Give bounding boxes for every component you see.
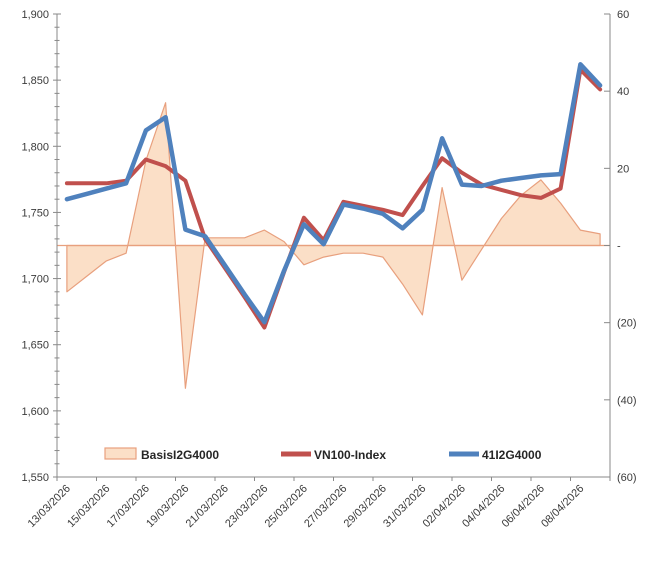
legend-item-basis: BasisI2G4000 xyxy=(104,447,219,462)
right-axis-label: (20) xyxy=(617,318,637,330)
left-axis-label: 1,800 xyxy=(21,141,49,153)
left-axis-label: 1,850 xyxy=(21,75,49,87)
legend-label-basis: BasisI2G4000 xyxy=(141,448,219,462)
basis-area-swatch xyxy=(105,448,136,459)
right-axis-label: 20 xyxy=(617,163,629,175)
futures-41i2g4000-line xyxy=(64,62,603,325)
legend-item-vn100: VN100-Index xyxy=(281,448,386,462)
legend-label-futures: 41I2G4000 xyxy=(482,448,542,462)
left-axis-label: 1,650 xyxy=(21,340,49,352)
legend: BasisI2G4000 VN100-Index 41I2G4000 xyxy=(104,447,542,462)
right-axis-label: 60 xyxy=(617,9,629,21)
left-axis-label: 1,750 xyxy=(21,207,49,219)
left-axis-label: 1,700 xyxy=(21,274,49,286)
left-axis-label: 1,900 xyxy=(21,9,49,21)
right-axis-label: 40 xyxy=(617,86,629,98)
right-axis-label: (60) xyxy=(617,472,637,484)
legend-item-futures: 41I2G4000 xyxy=(449,448,542,462)
legend-label-vn100: VN100-Index xyxy=(314,448,386,462)
basis-area-swatch-border xyxy=(104,447,137,460)
right-axis-label: - xyxy=(617,241,621,253)
x-axis-label: 08/04/2026 xyxy=(539,483,586,530)
left-axis-label: 1,600 xyxy=(21,406,49,418)
right-axis-label: (40) xyxy=(617,395,637,407)
left-axis-label: 1,550 xyxy=(21,472,49,484)
